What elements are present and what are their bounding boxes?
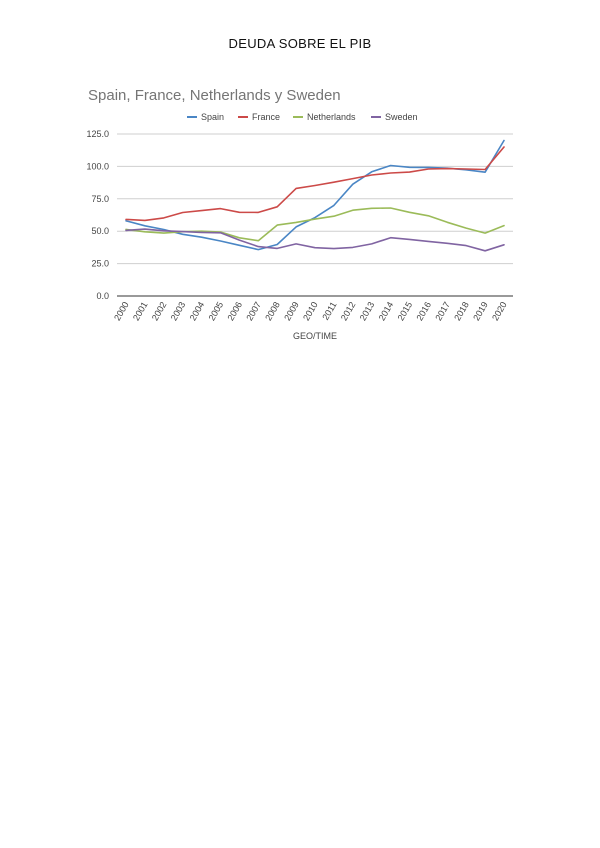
legend-label-sweden: Sweden <box>385 112 418 122</box>
chart-series <box>125 139 505 252</box>
y-tick-label: 75.0 <box>91 194 109 204</box>
x-tick-label: 2009 <box>282 300 301 322</box>
x-tick-label: 2019 <box>471 300 490 322</box>
chart-gridlines <box>117 133 513 265</box>
y-tick-label: 50.0 <box>91 226 109 236</box>
y-tick-label: 125.0 <box>86 129 109 139</box>
x-tick-label: 2006 <box>225 300 244 322</box>
x-tick-label: 2008 <box>263 300 282 322</box>
y-tick-label: 25.0 <box>91 259 109 269</box>
x-tick-label: 2002 <box>150 300 169 322</box>
x-tick-label: 2011 <box>320 300 338 322</box>
x-tick-label: 2013 <box>358 300 377 322</box>
x-tick-label: 2004 <box>188 300 207 322</box>
x-tick-label: 2014 <box>377 300 396 322</box>
x-tick-label: 2000 <box>112 300 131 322</box>
series-line-france <box>125 146 505 222</box>
y-tick-label: 100.0 <box>86 161 109 171</box>
x-tick-label: 2003 <box>169 300 188 322</box>
x-tick-label: 2020 <box>490 300 509 322</box>
y-axis-tick-labels: 0.0 25.0 50.0 75.0 100.0 125.0 <box>86 129 109 301</box>
series-line-sweden <box>125 228 505 252</box>
x-tick-label: 2018 <box>452 300 471 322</box>
legend-label-france: France <box>252 112 280 122</box>
chart-legend: Spain France Netherlands Sweden <box>187 112 418 122</box>
x-tick-label: 2005 <box>207 300 226 322</box>
x-axis-label: GEO/TIME <box>293 331 337 341</box>
y-tick-label: 0.0 <box>96 291 109 301</box>
document-heading: DEUDA SOBRE EL PIB <box>228 36 372 51</box>
x-tick-label: 2012 <box>339 300 358 322</box>
legend-label-netherlands: Netherlands <box>307 112 356 122</box>
series-line-spain <box>125 139 505 251</box>
x-axis-tick-labels: 2000 2001 2002 2003 2004 2005 2006 2007 2008 2009… <box>112 300 509 322</box>
line-chart: Spain, France, Netherlands y Sweden Spai… <box>86 87 513 341</box>
chart-title: Spain, France, Netherlands y Sweden <box>88 87 341 104</box>
x-tick-label: 2017 <box>433 300 452 322</box>
x-tick-label: 2010 <box>301 300 320 322</box>
x-tick-label: 2001 <box>131 300 150 322</box>
x-tick-label: 2016 <box>414 300 433 322</box>
x-tick-label: 2007 <box>244 300 263 322</box>
legend-label-spain: Spain <box>201 112 224 122</box>
x-tick-label: 2015 <box>396 300 415 322</box>
